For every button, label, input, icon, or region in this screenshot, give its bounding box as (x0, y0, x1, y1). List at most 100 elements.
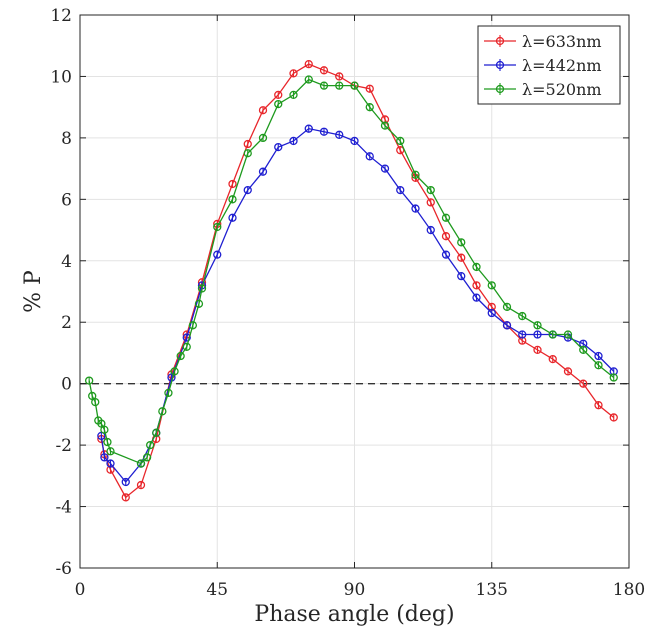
data-point (136, 459, 146, 468)
legend-label: λ=520nm (522, 80, 602, 99)
y-tick-label: 12 (50, 6, 72, 26)
data-point (594, 401, 603, 410)
y-tick-label: 8 (61, 129, 72, 149)
legend-item: λ=633nm (484, 32, 602, 51)
data-point (411, 204, 420, 213)
data-point (319, 66, 329, 75)
series-line (100, 127, 615, 483)
legend-marker (495, 84, 505, 94)
data-point (91, 397, 100, 407)
y-axis-label: % P (21, 270, 46, 313)
data-point (182, 342, 191, 351)
data-point (533, 330, 542, 339)
data-point (350, 81, 359, 90)
data-point (228, 213, 237, 222)
data-point (472, 262, 481, 272)
y-tick-label: 4 (61, 252, 72, 272)
data-point (579, 379, 588, 388)
data-point (441, 232, 451, 241)
data-point (335, 81, 344, 90)
data-point (548, 330, 557, 339)
data-point (243, 149, 252, 158)
data-point (304, 75, 313, 84)
legend-label: λ=633nm (522, 32, 602, 51)
y-tick-label: -4 (55, 498, 72, 518)
data-point (274, 90, 283, 100)
data-point (319, 127, 329, 136)
y-tick-label: 6 (61, 190, 72, 210)
y-tick-label: -6 (55, 559, 72, 579)
data-point (103, 437, 112, 447)
data-point (380, 121, 390, 130)
data-point (533, 321, 542, 330)
data-point (274, 99, 283, 109)
data-point (609, 373, 618, 382)
data-point (188, 321, 198, 330)
data-point (563, 367, 573, 376)
data-point (258, 106, 268, 115)
data-point (472, 281, 481, 290)
data-point (243, 185, 252, 195)
data-point (457, 253, 466, 262)
data-point (335, 72, 344, 81)
data-point (142, 453, 152, 462)
data-point (518, 330, 527, 339)
data-point (228, 179, 237, 189)
data-point (411, 170, 420, 179)
data-point (319, 81, 329, 90)
data-point (304, 60, 313, 69)
data-point (457, 271, 466, 281)
data-point (594, 351, 603, 361)
data-point (396, 185, 405, 195)
data-point (100, 425, 109, 434)
legend: λ=633nm λ=442nm λ=520nm (477, 25, 621, 105)
data-point (170, 367, 179, 376)
data-point (487, 308, 496, 318)
series-line (88, 78, 615, 465)
data-point (380, 164, 390, 173)
data-point (106, 459, 115, 468)
data-point (274, 142, 283, 152)
data-point (426, 198, 435, 207)
legend-marker (495, 36, 505, 46)
y-tick-label: 2 (61, 313, 72, 333)
data-point (533, 345, 542, 355)
x-tick-label: 90 (344, 580, 366, 600)
data-point (85, 376, 94, 385)
series-1 (97, 60, 618, 502)
data-point (100, 453, 109, 462)
data-point (289, 136, 298, 146)
data-point (441, 213, 451, 222)
series-layer (85, 60, 618, 502)
legend-item: λ=442nm (484, 56, 602, 75)
data-point (563, 330, 573, 339)
y-tick-label: 10 (50, 67, 72, 87)
data-point (289, 69, 298, 78)
data-point (121, 477, 130, 487)
data-point (502, 302, 512, 312)
data-point (213, 222, 222, 232)
data-point (472, 293, 481, 302)
data-point (335, 130, 344, 139)
data-point (518, 311, 527, 321)
x-tick-label: 45 (206, 580, 228, 600)
data-point (502, 321, 512, 330)
data-point (194, 299, 204, 308)
data-point (426, 185, 435, 195)
data-point (594, 361, 603, 370)
y-tick-label: 0 (61, 375, 72, 395)
data-point (243, 139, 252, 149)
data-point (609, 413, 618, 422)
data-point (579, 345, 588, 355)
data-point (487, 281, 496, 290)
legend-item: λ=520nm (484, 80, 602, 99)
data-point (365, 84, 374, 93)
x-axis-label: Phase angle (deg) (254, 602, 454, 627)
data-point (396, 136, 405, 146)
data-point (365, 103, 374, 112)
data-point (228, 195, 237, 204)
data-point (441, 250, 451, 259)
data-point (164, 388, 173, 398)
data-point (213, 250, 222, 259)
